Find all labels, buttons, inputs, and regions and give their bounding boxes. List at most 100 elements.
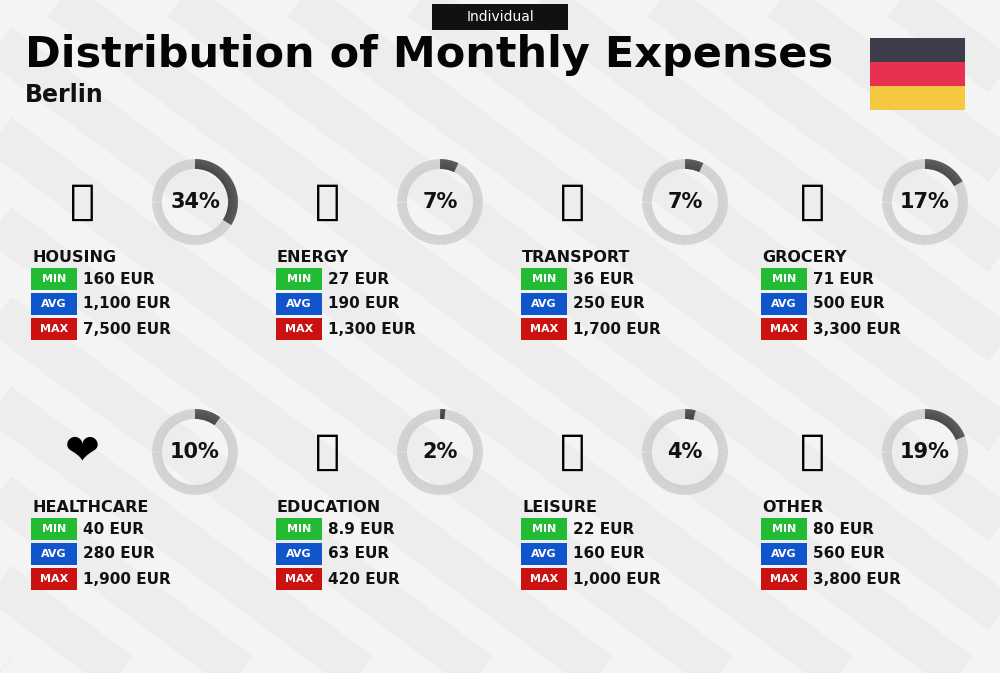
- Text: MIN: MIN: [772, 274, 796, 284]
- Text: 🎓: 🎓: [314, 431, 340, 473]
- Text: 22 EUR: 22 EUR: [573, 522, 634, 536]
- Text: 190 EUR: 190 EUR: [328, 297, 400, 312]
- Text: 4%: 4%: [667, 442, 703, 462]
- Text: 36 EUR: 36 EUR: [573, 271, 634, 287]
- Text: 🏢: 🏢: [70, 181, 94, 223]
- Text: AVG: AVG: [286, 549, 312, 559]
- Text: 1,000 EUR: 1,000 EUR: [573, 571, 661, 586]
- Text: ENERGY: ENERGY: [277, 250, 349, 264]
- Text: MIN: MIN: [532, 524, 556, 534]
- Text: MAX: MAX: [285, 574, 313, 584]
- Text: HEALTHCARE: HEALTHCARE: [32, 499, 148, 514]
- Text: 500 EUR: 500 EUR: [813, 297, 885, 312]
- FancyBboxPatch shape: [276, 543, 322, 565]
- FancyBboxPatch shape: [870, 62, 965, 86]
- Text: 🛍️: 🛍️: [560, 431, 584, 473]
- FancyBboxPatch shape: [521, 518, 567, 540]
- Text: 160 EUR: 160 EUR: [83, 271, 155, 287]
- FancyBboxPatch shape: [31, 318, 77, 340]
- Text: AVG: AVG: [771, 549, 797, 559]
- Text: MIN: MIN: [532, 274, 556, 284]
- Text: 80 EUR: 80 EUR: [813, 522, 874, 536]
- Text: MAX: MAX: [40, 574, 68, 584]
- Text: GROCERY: GROCERY: [762, 250, 846, 264]
- FancyBboxPatch shape: [761, 518, 807, 540]
- Text: 3,800 EUR: 3,800 EUR: [813, 571, 901, 586]
- FancyBboxPatch shape: [870, 38, 965, 62]
- Text: HOUSING: HOUSING: [32, 250, 116, 264]
- Text: MAX: MAX: [770, 574, 798, 584]
- FancyBboxPatch shape: [761, 268, 807, 290]
- Text: 280 EUR: 280 EUR: [83, 546, 155, 561]
- Text: MAX: MAX: [770, 324, 798, 334]
- Text: ❤️: ❤️: [65, 431, 99, 473]
- Text: LEISURE: LEISURE: [522, 499, 597, 514]
- FancyBboxPatch shape: [276, 568, 322, 590]
- Text: 1,900 EUR: 1,900 EUR: [83, 571, 171, 586]
- FancyBboxPatch shape: [870, 86, 965, 110]
- Text: 40 EUR: 40 EUR: [83, 522, 144, 536]
- Text: MAX: MAX: [285, 324, 313, 334]
- Text: 250 EUR: 250 EUR: [573, 297, 645, 312]
- Text: AVG: AVG: [41, 549, 67, 559]
- FancyBboxPatch shape: [521, 268, 567, 290]
- Text: Distribution of Monthly Expenses: Distribution of Monthly Expenses: [25, 34, 833, 76]
- Text: 1,700 EUR: 1,700 EUR: [573, 322, 661, 336]
- FancyBboxPatch shape: [761, 568, 807, 590]
- Text: 71 EUR: 71 EUR: [813, 271, 874, 287]
- Text: AVG: AVG: [41, 299, 67, 309]
- FancyBboxPatch shape: [276, 268, 322, 290]
- Text: MIN: MIN: [772, 524, 796, 534]
- FancyBboxPatch shape: [276, 318, 322, 340]
- Text: 🚌: 🚌: [560, 181, 584, 223]
- Text: AVG: AVG: [531, 299, 557, 309]
- Text: MAX: MAX: [40, 324, 68, 334]
- Text: OTHER: OTHER: [762, 499, 823, 514]
- FancyBboxPatch shape: [276, 293, 322, 315]
- Text: 🛒: 🛒: [800, 181, 824, 223]
- Text: 63 EUR: 63 EUR: [328, 546, 389, 561]
- Text: MIN: MIN: [42, 274, 66, 284]
- Text: MIN: MIN: [287, 274, 311, 284]
- FancyBboxPatch shape: [521, 568, 567, 590]
- FancyBboxPatch shape: [31, 293, 77, 315]
- Text: TRANSPORT: TRANSPORT: [522, 250, 630, 264]
- Text: 🔌: 🔌: [314, 181, 340, 223]
- Text: 34%: 34%: [170, 192, 220, 212]
- FancyBboxPatch shape: [31, 543, 77, 565]
- FancyBboxPatch shape: [761, 318, 807, 340]
- Text: 420 EUR: 420 EUR: [328, 571, 400, 586]
- Text: MAX: MAX: [530, 574, 558, 584]
- Text: 7%: 7%: [422, 192, 458, 212]
- FancyBboxPatch shape: [761, 543, 807, 565]
- FancyBboxPatch shape: [521, 318, 567, 340]
- FancyBboxPatch shape: [521, 543, 567, 565]
- Text: 17%: 17%: [900, 192, 950, 212]
- Text: 2%: 2%: [422, 442, 458, 462]
- Text: 3,300 EUR: 3,300 EUR: [813, 322, 901, 336]
- Text: 10%: 10%: [170, 442, 220, 462]
- FancyBboxPatch shape: [432, 4, 568, 30]
- Text: AVG: AVG: [771, 299, 797, 309]
- Text: 7,500 EUR: 7,500 EUR: [83, 322, 171, 336]
- Text: 19%: 19%: [900, 442, 950, 462]
- Text: EDUCATION: EDUCATION: [277, 499, 381, 514]
- Text: AVG: AVG: [286, 299, 312, 309]
- FancyBboxPatch shape: [31, 518, 77, 540]
- Text: 560 EUR: 560 EUR: [813, 546, 885, 561]
- Text: 7%: 7%: [667, 192, 703, 212]
- Text: 1,100 EUR: 1,100 EUR: [83, 297, 171, 312]
- FancyBboxPatch shape: [276, 518, 322, 540]
- FancyBboxPatch shape: [521, 293, 567, 315]
- FancyBboxPatch shape: [31, 268, 77, 290]
- Text: 8.9 EUR: 8.9 EUR: [328, 522, 395, 536]
- Text: MAX: MAX: [530, 324, 558, 334]
- Text: MIN: MIN: [287, 524, 311, 534]
- Text: 160 EUR: 160 EUR: [573, 546, 645, 561]
- FancyBboxPatch shape: [31, 568, 77, 590]
- Text: 27 EUR: 27 EUR: [328, 271, 389, 287]
- Text: 💰: 💰: [800, 431, 824, 473]
- FancyBboxPatch shape: [761, 293, 807, 315]
- Text: Berlin: Berlin: [25, 83, 104, 107]
- Text: AVG: AVG: [531, 549, 557, 559]
